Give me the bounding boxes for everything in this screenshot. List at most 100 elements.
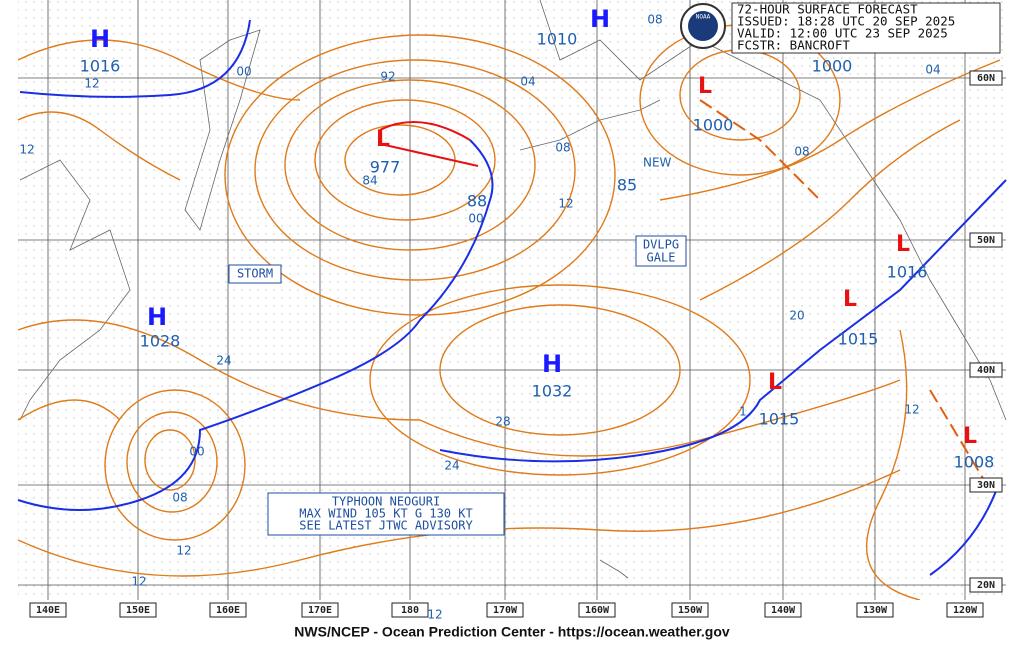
longitude-label: 180 [401,605,419,616]
footer-credit: NWS/NCEP - Ocean Prediction Center - htt… [294,624,730,640]
isobar-label: 08 [647,13,662,27]
center-letter: H [542,350,562,378]
longitude-box [856,602,894,618]
isobar-label: 12 [427,608,442,622]
center-pressure: 1008 [954,453,995,472]
center-letter: H [90,25,110,53]
longitude-label: 140E [36,605,60,616]
isobar-label: 12 [19,143,34,157]
new-low-pressure: 85 [617,176,637,195]
longitude-label: 140W [771,605,796,616]
longitude-label: 170W [493,605,518,616]
header-box [731,2,1001,54]
isobar-label: 12 [176,544,191,558]
storm-box [228,264,282,284]
longitude-box [578,602,616,618]
longitude-label: 120W [953,605,978,616]
isobar-label: 00 [189,445,204,459]
header-line: ISSUED: 18:28 UTC 20 SEP 2025 [737,14,955,29]
coastlines [19,0,1007,579]
isobar-label: 1 [739,405,747,419]
center-pressure: 1016 [80,57,121,76]
center-letter: L [768,370,782,395]
isobar-label: 92 [380,70,395,84]
latitude-label: 50N [977,235,995,246]
center-letter: L [963,424,977,449]
isobar-label: 00 [236,65,251,79]
longitude-label: 160W [585,605,610,616]
longitude-box [764,602,802,618]
isobar-label: 08 [794,145,809,159]
center-pressure: 977 [370,158,401,177]
noaa-logo: NOAA [680,3,726,49]
graticule [18,0,1006,600]
center-pressure: 1015 [759,410,800,429]
longitude-label: 150W [678,605,703,616]
longitude-label: 170E [308,605,332,616]
center-letter: L [698,74,712,99]
isobars [17,24,1001,601]
center-pressure: 1016 [887,263,928,282]
longitude-box [671,602,709,618]
longitude-box [486,602,524,618]
center-letter: H [147,303,167,331]
longitude-label: 150E [126,605,150,616]
center-pressure: 1000 [693,116,734,135]
longitude-box [119,602,157,618]
isobar-label: 12 [904,403,919,417]
isobar-label: 84 [362,174,377,188]
typhoon-box [267,492,505,536]
isobar-label: 04 [925,63,940,77]
longitude-box [301,602,339,618]
typhoon-label: TYPHOON NEOGURI [332,495,440,509]
pressure-label: 1000 [812,57,853,76]
typhoon-label: SEE LATEST JTWC ADVISORY [299,519,473,533]
center-pressure: 1028 [140,332,181,351]
latitude-box [969,477,1003,493]
longitude-box [209,602,247,618]
gale-label: GALE [647,251,676,265]
latitude-box [969,232,1003,248]
isobar-label: 20 [789,309,804,323]
isobar-label: 28 [495,415,510,429]
map-background [18,0,1006,600]
isobar-label: 12 [558,197,573,211]
center-pressure: 1010 [537,30,578,49]
center-pressure: 1032 [532,382,573,401]
svg-text:NOAA: NOAA [696,14,711,21]
isobar-label: 12 [131,575,146,589]
isobar-label: 12 [84,77,99,91]
latitude-label: 20N [977,580,995,591]
new-low-label: NEW [643,156,672,170]
isobar-label: 04 [520,75,535,89]
isobar-label: 08 [555,141,570,155]
header-line: VALID: 12:00 UTC 23 SEP 2025 [737,26,948,41]
latitude-box [969,577,1003,593]
header-line: FCSTR: BANCROFT [737,38,850,53]
typhoon-label: MAX WIND 105 KT G 130 KT [299,507,472,521]
isobar-label: 24 [216,354,231,368]
longitude-box [391,602,429,618]
center-pressure: 1015 [838,330,879,349]
header-line: 72-HOUR SURFACE FORECAST [737,2,918,17]
longitude-label: 130W [863,605,888,616]
longitude-box [946,602,984,618]
gale-box [635,235,687,267]
storm-label: STORM [237,267,273,281]
center-letter: L [843,287,857,312]
longitude-label: 160E [216,605,240,616]
latitude-label: 40N [977,365,995,376]
center-letter: L [376,127,390,152]
latitude-label: 30N [977,480,995,491]
isobar-label: 00 [468,212,483,226]
isobar-label: 08 [172,491,187,505]
center-letter: L [896,232,910,257]
longitude-box [29,602,67,618]
isobar-label: 24 [444,459,459,473]
latitude-box [969,362,1003,378]
latitude-box [969,70,1003,86]
isobar-label: 88 [467,192,487,211]
gale-label: DVLPG [643,238,679,252]
